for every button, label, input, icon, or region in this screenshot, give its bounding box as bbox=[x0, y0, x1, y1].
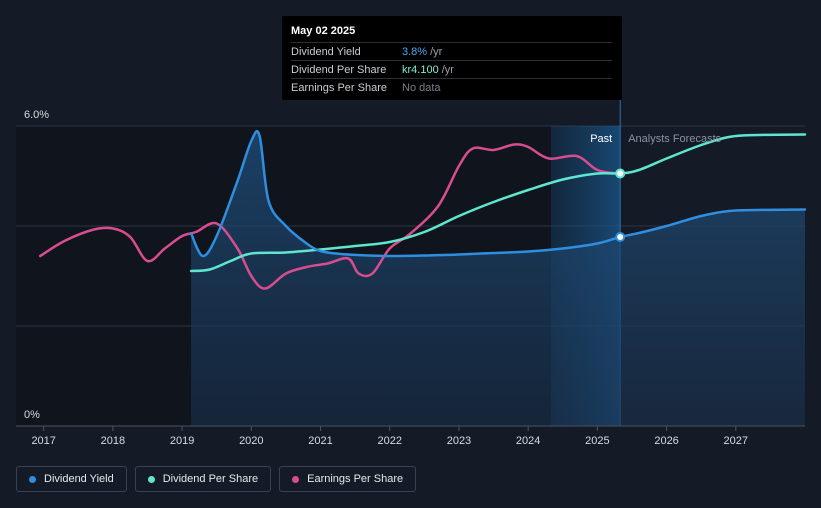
x-tick-label: 2026 bbox=[654, 435, 678, 447]
x-tick-label: 2018 bbox=[101, 435, 125, 447]
y-axis-bottom-label: 0% bbox=[24, 409, 40, 421]
tooltip-label: Dividend Per Share bbox=[291, 63, 387, 76]
past-label: Past bbox=[590, 133, 612, 145]
dividend-yield-marker bbox=[615, 232, 626, 242]
legend-label: Dividend Yield bbox=[44, 473, 114, 485]
tooltip-row-dividend-per-share: Dividend Per Share kr4.100 /yr bbox=[291, 60, 612, 78]
hover-tooltip: May 02 2025 Dividend Yield 3.8% /yr Divi… bbox=[282, 16, 622, 100]
x-axis: 2017 2018 2019 2020 2021 2022 2023 2024 2025 2026… bbox=[16, 425, 805, 447]
area-layer bbox=[191, 131, 806, 427]
y-axis-top-label: 6.0% bbox=[24, 109, 49, 121]
tooltip-label: Earnings Per Share bbox=[291, 81, 387, 94]
tooltip-row-dividend-yield: Dividend Yield 3.8% /yr bbox=[291, 42, 612, 60]
tooltip-value: 3.8% bbox=[402, 45, 428, 58]
x-tick-label: 2025 bbox=[585, 435, 609, 447]
legend-label: Earnings Per Share bbox=[307, 473, 404, 485]
x-tick-label: 2022 bbox=[377, 435, 401, 447]
x-tick-label: 2023 bbox=[447, 435, 471, 447]
tooltip-value: kr4.100 bbox=[402, 63, 439, 76]
tooltip-value: No data bbox=[402, 81, 441, 94]
x-tick-label: 2027 bbox=[724, 435, 748, 447]
earnings-per-share-line bbox=[38, 143, 620, 290]
dividend-per-share-line bbox=[189, 133, 807, 273]
marker-layer bbox=[615, 168, 626, 242]
tooltip-row-earnings-per-share: Earnings Per Share No data bbox=[291, 78, 612, 96]
dividend-yield-line bbox=[189, 129, 807, 258]
legend-earnings-per-share[interactable]: Earnings Per Share bbox=[279, 466, 417, 492]
dividend-per-share-marker bbox=[615, 168, 626, 179]
dividend-yield-area bbox=[191, 131, 806, 427]
x-tick-label: 2017 bbox=[31, 435, 55, 447]
legend-dot-icon bbox=[29, 475, 36, 483]
tooltip-unit: /yr bbox=[430, 45, 443, 58]
chart-legend: Dividend Yield Dividend Per Share Earnin… bbox=[16, 466, 417, 492]
tooltip-label: Dividend Yield bbox=[291, 45, 361, 58]
legend-dot-icon bbox=[147, 475, 155, 483]
x-tick-label: 2020 bbox=[239, 435, 263, 447]
legend-dividend-per-share[interactable]: Dividend Per Share bbox=[134, 466, 272, 492]
tooltip-date: May 02 2025 bbox=[291, 25, 356, 37]
series-layer bbox=[38, 129, 807, 290]
tooltip-unit: /yr bbox=[441, 63, 454, 76]
x-tick-label: 2019 bbox=[170, 435, 194, 447]
x-tick-label: 2024 bbox=[516, 435, 540, 447]
legend-label: Dividend Per Share bbox=[162, 473, 259, 485]
x-tick-label: 2021 bbox=[308, 435, 332, 447]
legend-dot-icon bbox=[292, 475, 300, 483]
legend-dividend-yield[interactable]: Dividend Yield bbox=[16, 466, 127, 492]
forecast-label: Analysts Forecasts bbox=[628, 133, 721, 145]
